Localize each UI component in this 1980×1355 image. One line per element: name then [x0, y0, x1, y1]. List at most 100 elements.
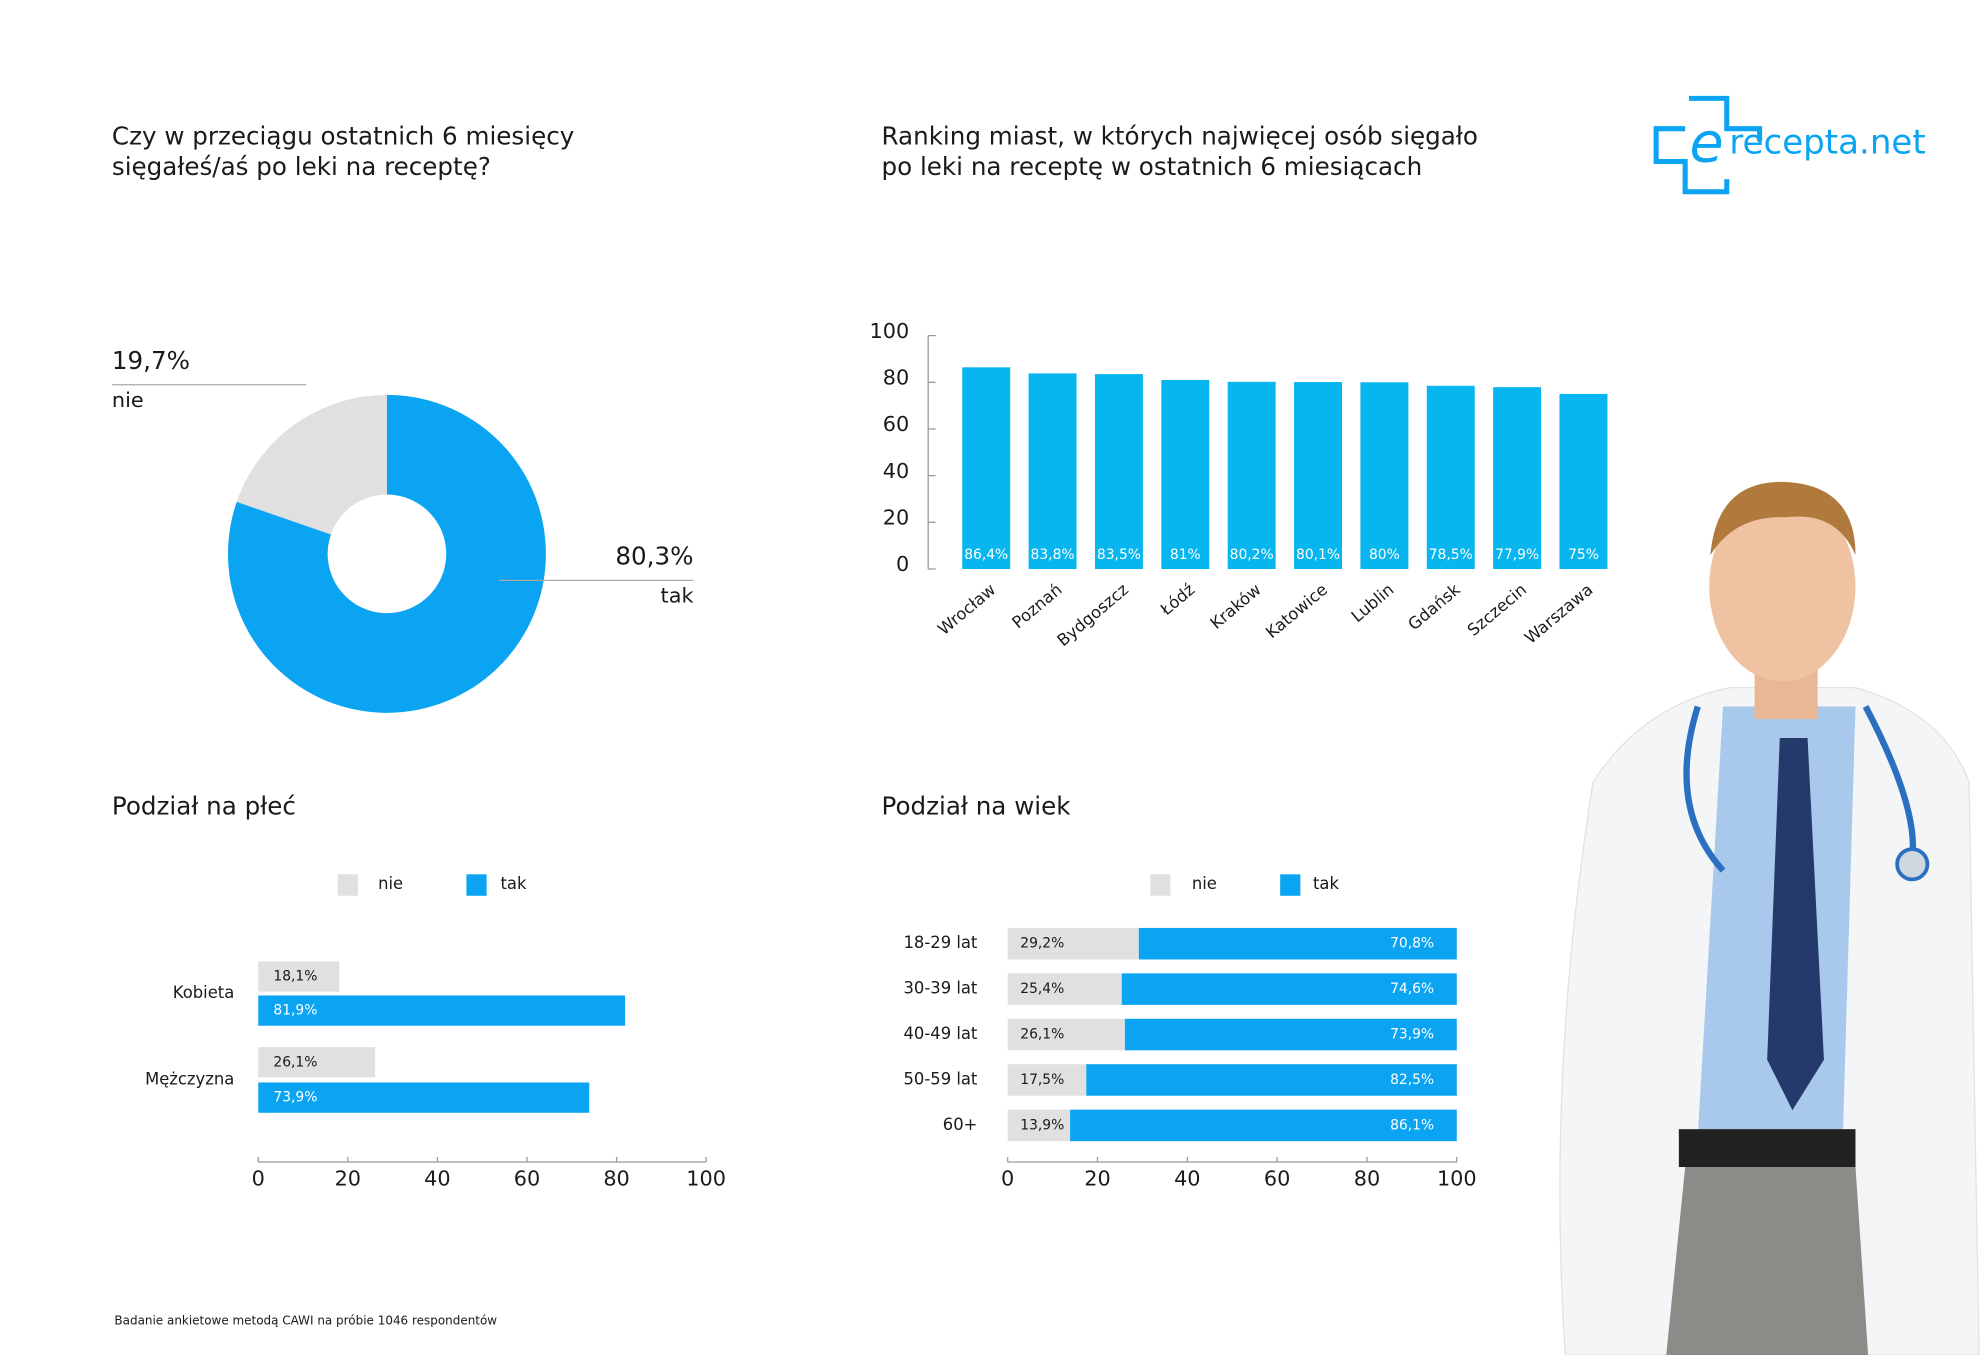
value-label: 86,1% — [1390, 1117, 1434, 1133]
x-tick-label: 0 — [1001, 1167, 1014, 1191]
value-label: 81,9% — [273, 1003, 317, 1019]
value-label: 77,9% — [1495, 547, 1539, 563]
y-tick-label: 60 — [883, 412, 909, 436]
category-label: 60+ — [943, 1115, 978, 1134]
bar-segment — [1007, 927, 1139, 960]
value-label: 18,1% — [273, 969, 317, 985]
logo-text: recepta.net — [1729, 122, 1925, 162]
value-label: 70,8% — [1390, 936, 1434, 952]
bar-segment — [1007, 1109, 1071, 1142]
bar-segment — [1007, 973, 1122, 1005]
legend-swatch — [1150, 874, 1171, 896]
bar — [1094, 374, 1143, 569]
x-tick-label: Gdańsk — [1404, 580, 1464, 634]
stethoscope — [1683, 705, 1917, 873]
donut-slice — [227, 394, 546, 713]
x-tick-label: Lublin — [1348, 580, 1398, 626]
value-label: 26,1% — [1020, 1027, 1064, 1043]
value-label: 80% — [1369, 547, 1400, 563]
x-tick-label: 60 — [1264, 1167, 1290, 1191]
y-tick-label: 20 — [883, 506, 909, 530]
bar-segment — [1007, 1064, 1087, 1096]
donut-slice — [236, 394, 387, 535]
tie — [1767, 738, 1824, 1111]
value-label: 81% — [1170, 547, 1201, 563]
legend-label: nie — [1192, 874, 1217, 893]
value-label: 83,8% — [1031, 547, 1075, 563]
logo-mark: e — [1690, 110, 1724, 175]
legend-swatch — [1280, 874, 1301, 896]
value-label: 80,2% — [1230, 547, 1274, 563]
x-tick-label: Warszawa — [1521, 580, 1596, 648]
bar — [258, 995, 626, 1026]
value-label: 86,4% — [964, 547, 1008, 563]
x-tick-label: Bydgoszcz — [1053, 580, 1132, 650]
bar-segment — [1138, 927, 1457, 960]
chart-title: Podział na płeć — [112, 791, 296, 820]
value-label: 80,1% — [1296, 547, 1340, 563]
x-tick-label: Wrocław — [934, 580, 999, 639]
chart-title: po leki na receptę w ostatnich 6 miesiąc… — [881, 152, 1422, 181]
x-tick-label: 100 — [686, 1167, 726, 1191]
value-label: 80,3% — [615, 542, 693, 571]
bar-segment — [1086, 1064, 1457, 1096]
y-tick-label: 40 — [883, 459, 909, 483]
category-label: Kobieta — [173, 983, 234, 1002]
x-tick-label: 40 — [424, 1167, 450, 1191]
doctor-photo — [1559, 481, 1980, 1355]
bar — [258, 1047, 376, 1078]
value-label: 29,2% — [1020, 936, 1064, 952]
value-label: 26,1% — [273, 1054, 317, 1070]
bar — [1493, 387, 1542, 569]
chart-title: Podział na wiek — [881, 791, 1071, 820]
hair — [1710, 481, 1856, 556]
bar — [1227, 381, 1276, 569]
chart-title: sięgałeś/aś po leki na receptę? — [112, 152, 491, 181]
chart-title: Ranking miast, w których najwięcej osób … — [881, 122, 1477, 151]
x-tick-label: Łódź — [1156, 580, 1198, 620]
value-label: 19,7% — [112, 346, 190, 375]
x-tick-label: 40 — [1174, 1167, 1200, 1191]
category-label: 18-29 lat — [904, 933, 978, 952]
value-label: 25,4% — [1020, 981, 1064, 997]
y-tick-label: 0 — [896, 552, 909, 576]
category-label: 30-39 lat — [904, 979, 978, 998]
category-label: tak — [661, 584, 694, 608]
bar — [258, 961, 340, 992]
value-label: 17,5% — [1020, 1072, 1064, 1088]
value-label: 74,6% — [1390, 981, 1434, 997]
category-label: Mężczyzna — [145, 1069, 234, 1088]
y-tick-label: 80 — [883, 365, 909, 389]
x-tick-label: 0 — [252, 1167, 265, 1191]
bar — [1161, 379, 1210, 569]
x-tick-label: 80 — [1354, 1167, 1380, 1191]
bar — [1028, 373, 1077, 569]
face — [1709, 492, 1856, 682]
bar — [258, 1082, 590, 1113]
x-tick-label: 80 — [603, 1167, 629, 1191]
value-label: 82,5% — [1390, 1072, 1434, 1088]
bar — [1426, 385, 1475, 569]
y-tick-label: 100 — [870, 319, 910, 343]
bar-segment — [1007, 1018, 1125, 1051]
x-tick-label: Katowice — [1262, 580, 1331, 642]
logo: e recepta.net — [1653, 95, 1926, 195]
x-tick-label: 20 — [335, 1167, 361, 1191]
x-tick-label: 100 — [1437, 1167, 1477, 1191]
stethoscope-head — [1895, 847, 1930, 882]
category-label: 50-59 lat — [904, 1069, 978, 1088]
bar-segment — [1124, 1018, 1457, 1051]
value-label: 73,9% — [273, 1090, 317, 1106]
value-label: 83,5% — [1097, 547, 1141, 563]
value-label: 13,9% — [1020, 1117, 1064, 1133]
x-tick-label: Kraków — [1207, 580, 1265, 633]
category-label: nie — [112, 388, 144, 412]
bar-segment — [1121, 973, 1457, 1005]
bar — [1559, 393, 1608, 569]
legend-label: nie — [378, 874, 403, 893]
legend-swatch — [466, 874, 487, 896]
value-label: 75% — [1568, 547, 1599, 563]
value-label: 78,5% — [1429, 547, 1473, 563]
